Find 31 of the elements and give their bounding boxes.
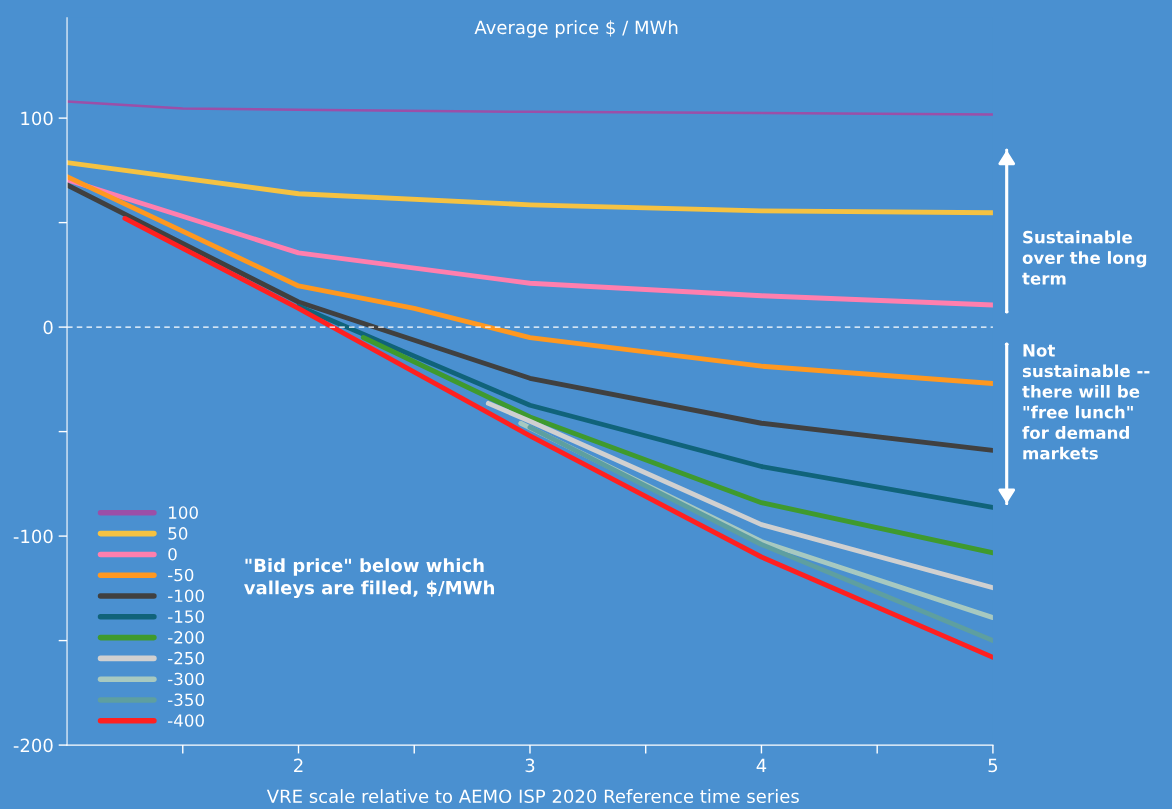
legend-label: -50 bbox=[168, 568, 194, 582]
legend-label: -400 bbox=[168, 714, 204, 727]
legend-label: -200 bbox=[168, 631, 204, 644]
y-axis-title: Average price $ / MWh bbox=[474, 20, 678, 38]
legend-label: -350 bbox=[168, 693, 204, 707]
x-tick-label: 2 bbox=[294, 758, 303, 772]
y-tick-label: -200 bbox=[13, 738, 53, 753]
x-tick-label: 3 bbox=[525, 758, 535, 773]
legend-label: -250 bbox=[168, 651, 204, 665]
line-series bbox=[67, 177, 993, 308]
line-series bbox=[67, 100, 993, 116]
line-series bbox=[296, 303, 993, 510]
y-tick-label: 0 bbox=[43, 320, 53, 335]
y-tick-label: 100 bbox=[21, 111, 53, 126]
y-tick-label: -100 bbox=[13, 529, 53, 544]
legend-label: -100 bbox=[168, 589, 204, 603]
annotation: "Bid price" below which valleys are filled, $/MWh bbox=[244, 558, 494, 599]
text: Sustainable over the long term bbox=[1022, 230, 1147, 285]
legend-label: -150 bbox=[168, 610, 204, 623]
legend-label: 50 bbox=[168, 527, 188, 540]
x-tick-label: 4 bbox=[756, 758, 767, 772]
legend-label: -300 bbox=[168, 672, 204, 686]
x-axis-title: VRE scale relative to AEMO ISP 2020 Reference time series bbox=[266, 789, 799, 804]
line-series bbox=[67, 182, 993, 453]
line-series bbox=[360, 335, 993, 556]
line-series bbox=[67, 160, 993, 216]
legend-label: 0 bbox=[168, 547, 177, 561]
line-series bbox=[67, 174, 993, 386]
x-tick-label: 5 bbox=[988, 758, 998, 773]
text: Not sustainable -- there will be "free lunch" for demand markets bbox=[1022, 344, 1150, 460]
legend-label: 100 bbox=[169, 506, 198, 519]
